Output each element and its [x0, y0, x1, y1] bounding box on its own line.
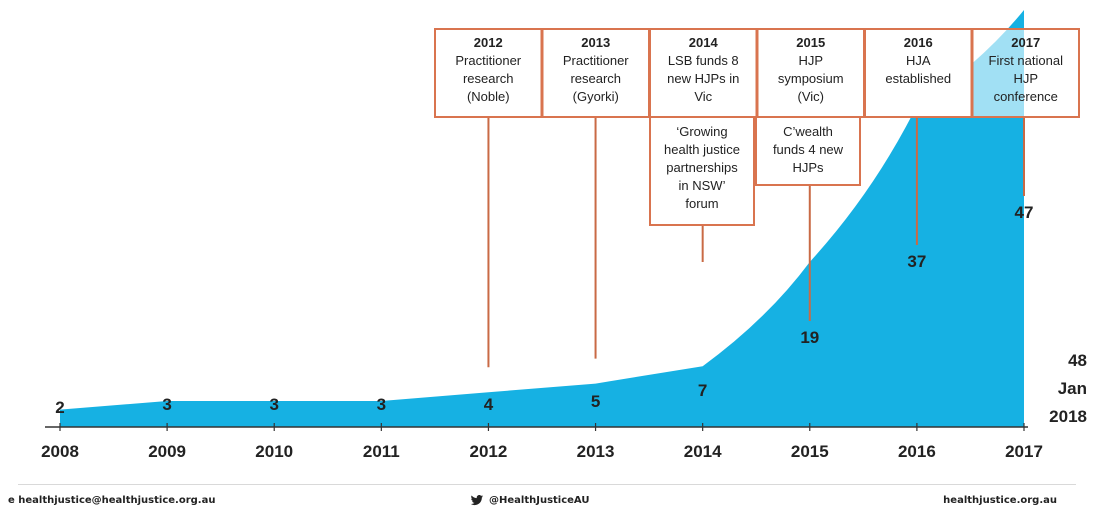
- annotation-box: [971, 28, 1080, 118]
- data-label: 3: [377, 395, 386, 414]
- series-area: [60, 10, 1024, 427]
- x-tick-label: 2012: [470, 442, 508, 461]
- annotation-year: 2016: [904, 35, 933, 50]
- x-tick-label: 2014: [684, 442, 722, 461]
- end-value-label: 2018: [1049, 407, 1087, 426]
- annotation-text: research: [463, 71, 514, 86]
- sub-annotation-text: C’wealth: [783, 124, 833, 139]
- sub-annotation-text: health justice: [664, 142, 740, 157]
- x-tick-label: 2011: [363, 442, 400, 461]
- x-tick-label: 2009: [148, 442, 186, 461]
- footer-divider: [18, 484, 1076, 485]
- sub-annotation-box: [755, 116, 861, 186]
- x-tick-label: 2008: [41, 442, 79, 461]
- annotation-text: Practitioner: [563, 53, 629, 68]
- annotation-year: 2013: [581, 35, 610, 50]
- annotation-text: new HJPs in: [667, 71, 739, 86]
- data-label: 47: [1015, 203, 1034, 222]
- data-label: 4: [484, 395, 494, 414]
- annotation-text: Practitioner: [455, 53, 521, 68]
- annotation-box: [434, 28, 543, 118]
- sub-annotation-text: forum: [685, 196, 718, 211]
- footer-twitter[interactable]: @HealthJusticeAU: [470, 495, 590, 506]
- x-tick-label: 2013: [577, 442, 615, 461]
- annotation-text: (Vic): [798, 89, 824, 104]
- data-label: 2: [55, 398, 64, 417]
- annotation-text: (Noble): [467, 89, 510, 104]
- annotation-text: established: [885, 71, 951, 86]
- annotation-year: 2017: [1011, 35, 1040, 50]
- data-label: 3: [269, 395, 278, 414]
- annotation-year: 2015: [796, 35, 825, 50]
- annotation-text: research: [570, 71, 621, 86]
- timeline-area-chart: 2008 2009 2010 2011 2012 2013 2014 2015 2016 2017…: [41, 10, 1087, 461]
- footer-website[interactable]: healthjustice.org.au: [943, 495, 1057, 506]
- data-label: 19: [800, 328, 819, 347]
- footer: e healthjustice@healthjustice.org.au @He…: [0, 484, 1093, 514]
- annotation-text: conference: [994, 89, 1058, 104]
- end-value-label: 48: [1068, 351, 1087, 370]
- annotation-year: 2012: [474, 35, 503, 50]
- twitter-handle: @HealthJusticeAU: [489, 495, 590, 506]
- annotation-text: symposium: [778, 71, 844, 86]
- annotation-text: HJP: [1013, 71, 1038, 86]
- end-value-label: Jan: [1058, 379, 1087, 398]
- annotation-box: [541, 28, 650, 118]
- data-label: 3: [162, 395, 171, 414]
- data-label: 37: [907, 252, 926, 271]
- annotation-text: HJP: [798, 53, 823, 68]
- data-label: 5: [591, 392, 600, 411]
- sub-annotation-box: [649, 116, 755, 226]
- data-label: 7: [698, 381, 707, 400]
- sub-annotation-text: HJPs: [792, 160, 824, 175]
- footer-email[interactable]: e healthjustice@healthjustice.org.au: [8, 495, 216, 506]
- annotation-box: [756, 28, 865, 118]
- x-tick-label: 2017: [1005, 442, 1043, 461]
- annotation-text: First national: [989, 53, 1064, 68]
- x-tick-label: 2010: [255, 442, 293, 461]
- twitter-bird-icon: [470, 495, 484, 506]
- sub-annotation-text: ‘Growing: [676, 124, 727, 139]
- sub-annotation-text: partnerships: [666, 160, 738, 175]
- x-tick-label: 2015: [791, 442, 829, 461]
- annotation-text: HJA: [906, 53, 931, 68]
- sub-annotation-text: in NSW’: [679, 178, 726, 193]
- annotation-year: 2014: [689, 35, 719, 50]
- annotation-text: Vic: [694, 89, 712, 104]
- annotation-text: (Gyorki): [573, 89, 619, 104]
- annotation-text: LSB funds 8: [668, 53, 739, 68]
- x-tick-label: 2016: [898, 442, 936, 461]
- annotation-box: [864, 28, 973, 118]
- sub-annotation-text: funds 4 new: [773, 142, 844, 157]
